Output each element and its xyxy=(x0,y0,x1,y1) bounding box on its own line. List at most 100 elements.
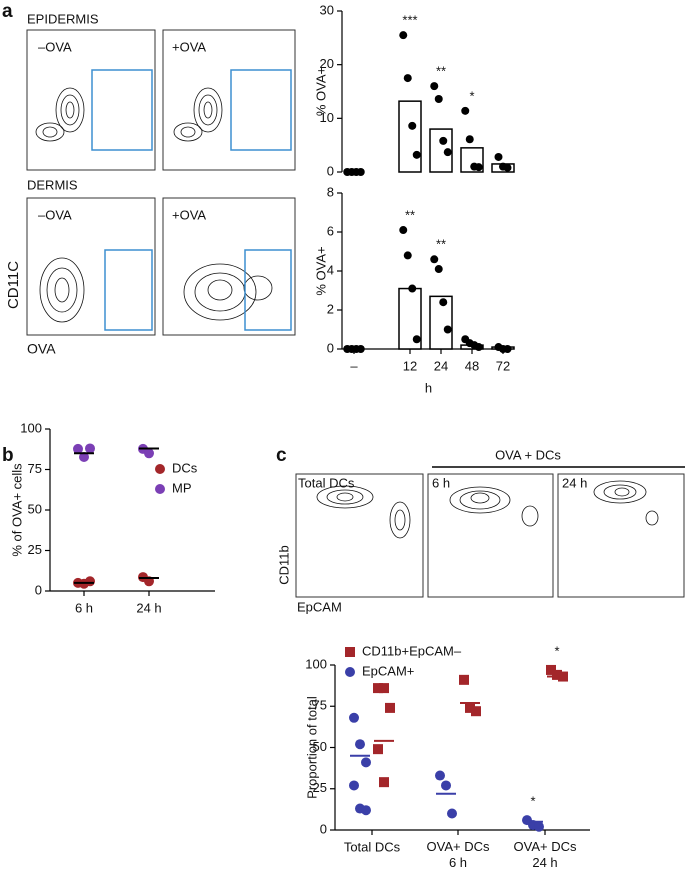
legend-marker xyxy=(155,464,165,474)
data-point xyxy=(79,452,89,463)
annotation: ** xyxy=(405,207,415,222)
data-point xyxy=(434,95,443,104)
y-tick-label: 25 xyxy=(313,780,327,795)
y-tick-label: 30 xyxy=(320,2,334,17)
data-point xyxy=(474,163,483,172)
legend-label: CD11b+EpCAM– xyxy=(362,643,462,658)
annotation: * xyxy=(554,643,559,658)
legend-label: MP xyxy=(172,480,192,495)
data-point xyxy=(361,757,371,768)
annotation: * xyxy=(530,794,535,809)
x-tick-label: 72 xyxy=(496,358,510,373)
data-point xyxy=(434,265,443,274)
data-point xyxy=(403,74,412,83)
contours xyxy=(35,87,273,323)
data-point xyxy=(465,135,474,144)
x-tick-label: 48 xyxy=(465,358,479,373)
y-tick-label: 10 xyxy=(320,110,334,125)
y-axis-label: % of OVA+ cells xyxy=(9,463,24,557)
plot-label: Total DCs xyxy=(298,475,355,490)
bar xyxy=(398,100,422,173)
y-tick-label: 50 xyxy=(313,739,327,754)
x-tick-label: OVA+ DCs 6 h xyxy=(427,839,490,870)
plot-label: 6 h xyxy=(432,475,450,490)
data-point xyxy=(443,148,452,157)
y-axis-label: Proportion of total xyxy=(304,696,319,799)
y-tick-label: 75 xyxy=(28,461,42,476)
data-point xyxy=(73,443,83,454)
axis-label: CD11C xyxy=(5,261,22,309)
contours xyxy=(316,480,659,539)
data-point xyxy=(441,780,451,791)
y-tick-label: 20 xyxy=(320,56,334,71)
data-point xyxy=(356,168,365,176)
panel-label: a xyxy=(2,1,13,22)
y-tick-label: 0 xyxy=(327,340,334,355)
legend-label: EpCAM+ xyxy=(362,663,414,678)
data-point xyxy=(399,226,408,235)
data-point xyxy=(503,345,512,353)
x-tick-label: 24 h xyxy=(136,600,161,615)
data-point xyxy=(379,777,389,788)
annotation: ** xyxy=(436,64,446,79)
y-axis-label: % OVA+ xyxy=(313,67,328,116)
y-tick-label: 0 xyxy=(327,163,334,178)
axis-label: CD11b xyxy=(276,545,291,585)
data-point xyxy=(443,325,452,334)
data-point xyxy=(435,770,445,781)
flow-plot xyxy=(557,473,685,598)
flow-plots-a xyxy=(26,29,296,336)
data-point xyxy=(408,121,417,130)
flow-plot xyxy=(26,29,156,171)
flow-plot xyxy=(162,197,296,336)
x-axis-label: h xyxy=(425,380,432,395)
data-point xyxy=(85,576,95,587)
data-point xyxy=(412,150,421,159)
gate xyxy=(244,249,292,331)
data-point xyxy=(503,163,512,172)
flow-plot xyxy=(26,197,156,336)
data-point xyxy=(356,345,365,353)
y-tick-label: 25 xyxy=(28,542,42,557)
x-tick-label: 24 xyxy=(434,358,448,373)
x-tick-label: 12 xyxy=(403,358,417,373)
x-tick-label: – xyxy=(350,358,358,373)
data-point xyxy=(349,712,359,723)
y-tick-label: 4 xyxy=(327,262,334,277)
annotation: *** xyxy=(402,13,417,28)
axis-label: OVA xyxy=(27,341,56,357)
data-point xyxy=(355,739,365,750)
data-point xyxy=(349,780,359,791)
y-tick-label: 0 xyxy=(35,582,42,597)
data-point xyxy=(534,821,544,832)
data-point xyxy=(494,152,503,161)
gate xyxy=(91,69,153,151)
data-point xyxy=(430,82,439,91)
flow-plot xyxy=(162,29,296,171)
data-point xyxy=(439,298,448,307)
y-axis-label: % OVA+ xyxy=(313,246,328,295)
axis-label: EpCAM xyxy=(297,599,342,614)
panel-label: b xyxy=(2,445,14,466)
x-tick-label: 6 h xyxy=(75,600,93,615)
row-title: DERMIS xyxy=(27,177,78,192)
data-point xyxy=(144,448,154,459)
legend-marker xyxy=(345,667,355,677)
gate xyxy=(230,69,292,151)
row-title: EPIDERMIS xyxy=(27,11,99,26)
data-point xyxy=(430,255,439,264)
data-point xyxy=(399,31,408,40)
annotation: ** xyxy=(436,237,446,252)
data-point xyxy=(447,808,457,819)
data-point xyxy=(408,284,417,293)
y-tick-label: 8 xyxy=(327,184,334,199)
plot-label: +OVA xyxy=(172,207,206,222)
legend-marker xyxy=(155,484,165,494)
data-point xyxy=(385,702,395,713)
data-point xyxy=(361,805,371,816)
data-point xyxy=(471,706,481,717)
data-point xyxy=(373,744,383,755)
data-point xyxy=(546,664,556,675)
panel-label: c xyxy=(276,445,287,466)
